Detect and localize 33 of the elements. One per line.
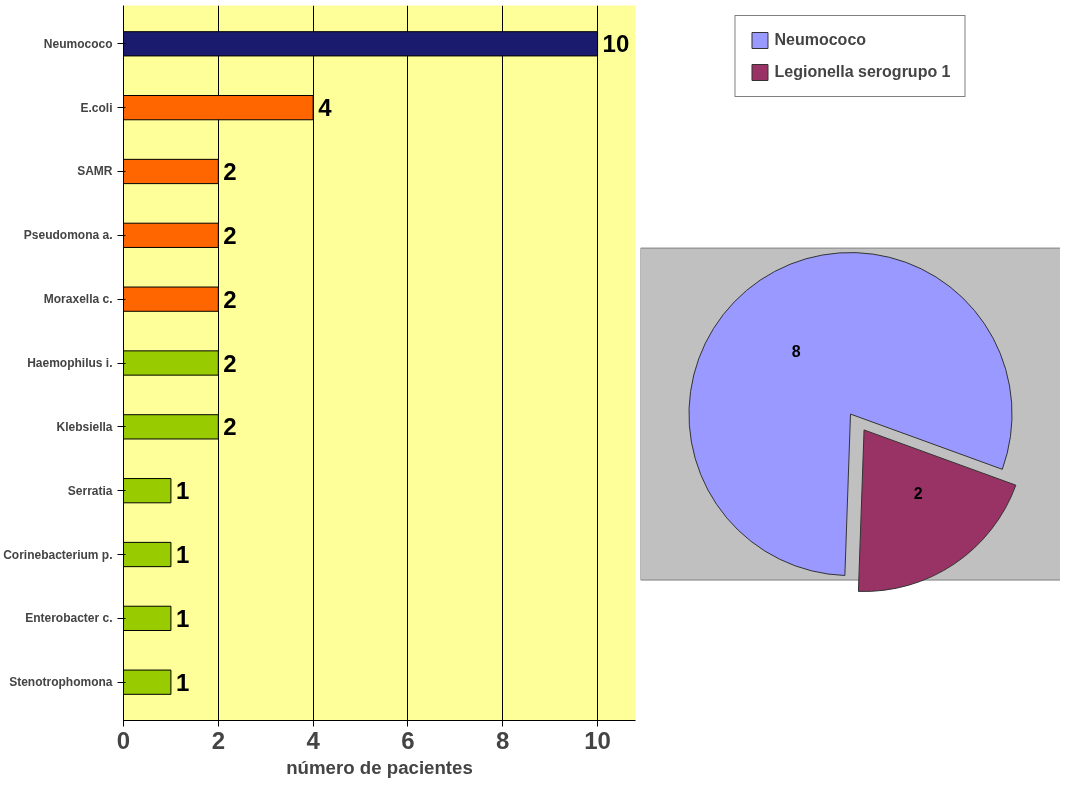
x-tick-label: 0 [116, 726, 131, 754]
y-tick-label: Neumococo [43, 36, 113, 51]
data-label: 10 [602, 30, 630, 58]
data-label: 1 [175, 668, 190, 696]
legend-label: Neumococo [774, 31, 867, 49]
x-axis-title: número de pacientes [286, 756, 473, 778]
legend-label: Legionella serogrupo 1 [774, 63, 951, 81]
data-label: 1 [175, 604, 190, 632]
data-label: 2 [223, 157, 237, 185]
y-tick-label: Enterobacter c. [25, 611, 113, 626]
data-label: 2 [223, 413, 237, 441]
x-tick-label: 6 [401, 726, 415, 754]
y-tick-label: E.coli [80, 100, 113, 115]
y-tick-label: Moraxella c. [43, 292, 113, 307]
y-tick-label: SAMR [77, 164, 113, 179]
x-tick-label: 2 [211, 726, 225, 754]
y-tick-label: Stenotrophomona [9, 675, 113, 690]
data-label: 1 [175, 541, 190, 569]
data-label: 2 [223, 285, 237, 313]
data-label: 2 [223, 221, 237, 249]
y-tick-label: Pseudomona a. [23, 228, 113, 243]
y-tick-label: Haemophilus i. [27, 356, 113, 370]
data-label: 8 [791, 342, 801, 360]
y-tick-label: Corinebacterium p. [3, 547, 113, 562]
data-label: 2 [913, 485, 923, 503]
x-tick-label: 8 [496, 726, 510, 754]
x-tick-label: 10 [584, 726, 611, 754]
data-label: 4 [318, 94, 333, 122]
x-tick-label: 4 [306, 726, 321, 754]
data-label: 2 [223, 349, 237, 377]
y-tick-label: Serratia [67, 483, 113, 498]
data-label: 1 [175, 477, 190, 505]
y-tick-label: Klebsiella [56, 419, 113, 434]
